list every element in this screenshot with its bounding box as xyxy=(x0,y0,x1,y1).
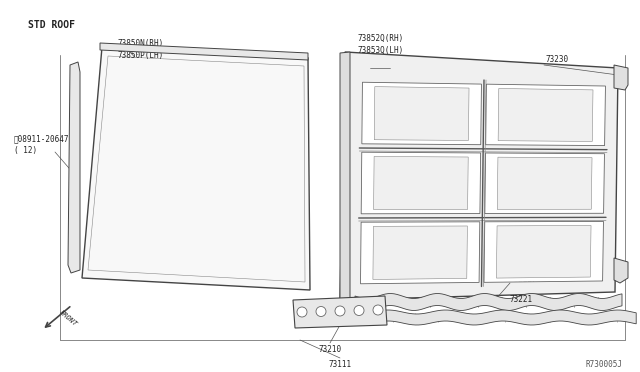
Polygon shape xyxy=(374,87,469,141)
Polygon shape xyxy=(486,84,605,145)
Polygon shape xyxy=(614,65,628,90)
Text: STD ROOF: STD ROOF xyxy=(28,20,75,30)
Polygon shape xyxy=(497,225,591,278)
Polygon shape xyxy=(82,47,310,290)
Circle shape xyxy=(373,305,383,315)
Polygon shape xyxy=(614,258,628,283)
Text: R730005J: R730005J xyxy=(585,360,622,369)
Polygon shape xyxy=(68,62,80,273)
Text: 73210: 73210 xyxy=(319,345,342,354)
Polygon shape xyxy=(340,52,350,300)
Polygon shape xyxy=(100,43,308,60)
Text: 73230: 73230 xyxy=(545,55,568,64)
Polygon shape xyxy=(497,157,592,209)
Polygon shape xyxy=(340,52,618,300)
Text: Ⓢ08911-20647
( 12): Ⓢ08911-20647 ( 12) xyxy=(14,135,70,155)
Circle shape xyxy=(297,307,307,317)
Polygon shape xyxy=(88,56,305,282)
Polygon shape xyxy=(293,296,387,328)
Text: FRONT: FRONT xyxy=(58,309,78,327)
Polygon shape xyxy=(485,153,604,214)
Polygon shape xyxy=(374,157,468,209)
Polygon shape xyxy=(373,226,467,279)
Text: 73111: 73111 xyxy=(328,360,351,369)
Polygon shape xyxy=(345,310,636,325)
Circle shape xyxy=(354,305,364,315)
Polygon shape xyxy=(498,89,593,141)
Polygon shape xyxy=(362,82,481,145)
Text: 73852Q(RH)
73853Q(LH): 73852Q(RH) 73853Q(LH) xyxy=(358,34,404,55)
Polygon shape xyxy=(484,221,604,282)
Polygon shape xyxy=(360,222,480,284)
Polygon shape xyxy=(361,152,481,214)
Text: 73850N(RH)
73850P(LH): 73850N(RH) 73850P(LH) xyxy=(118,39,164,60)
Text: 73222P: 73222P xyxy=(510,276,538,285)
Polygon shape xyxy=(355,294,622,311)
Text: 73221: 73221 xyxy=(510,295,533,305)
Circle shape xyxy=(335,306,345,316)
Circle shape xyxy=(316,307,326,317)
